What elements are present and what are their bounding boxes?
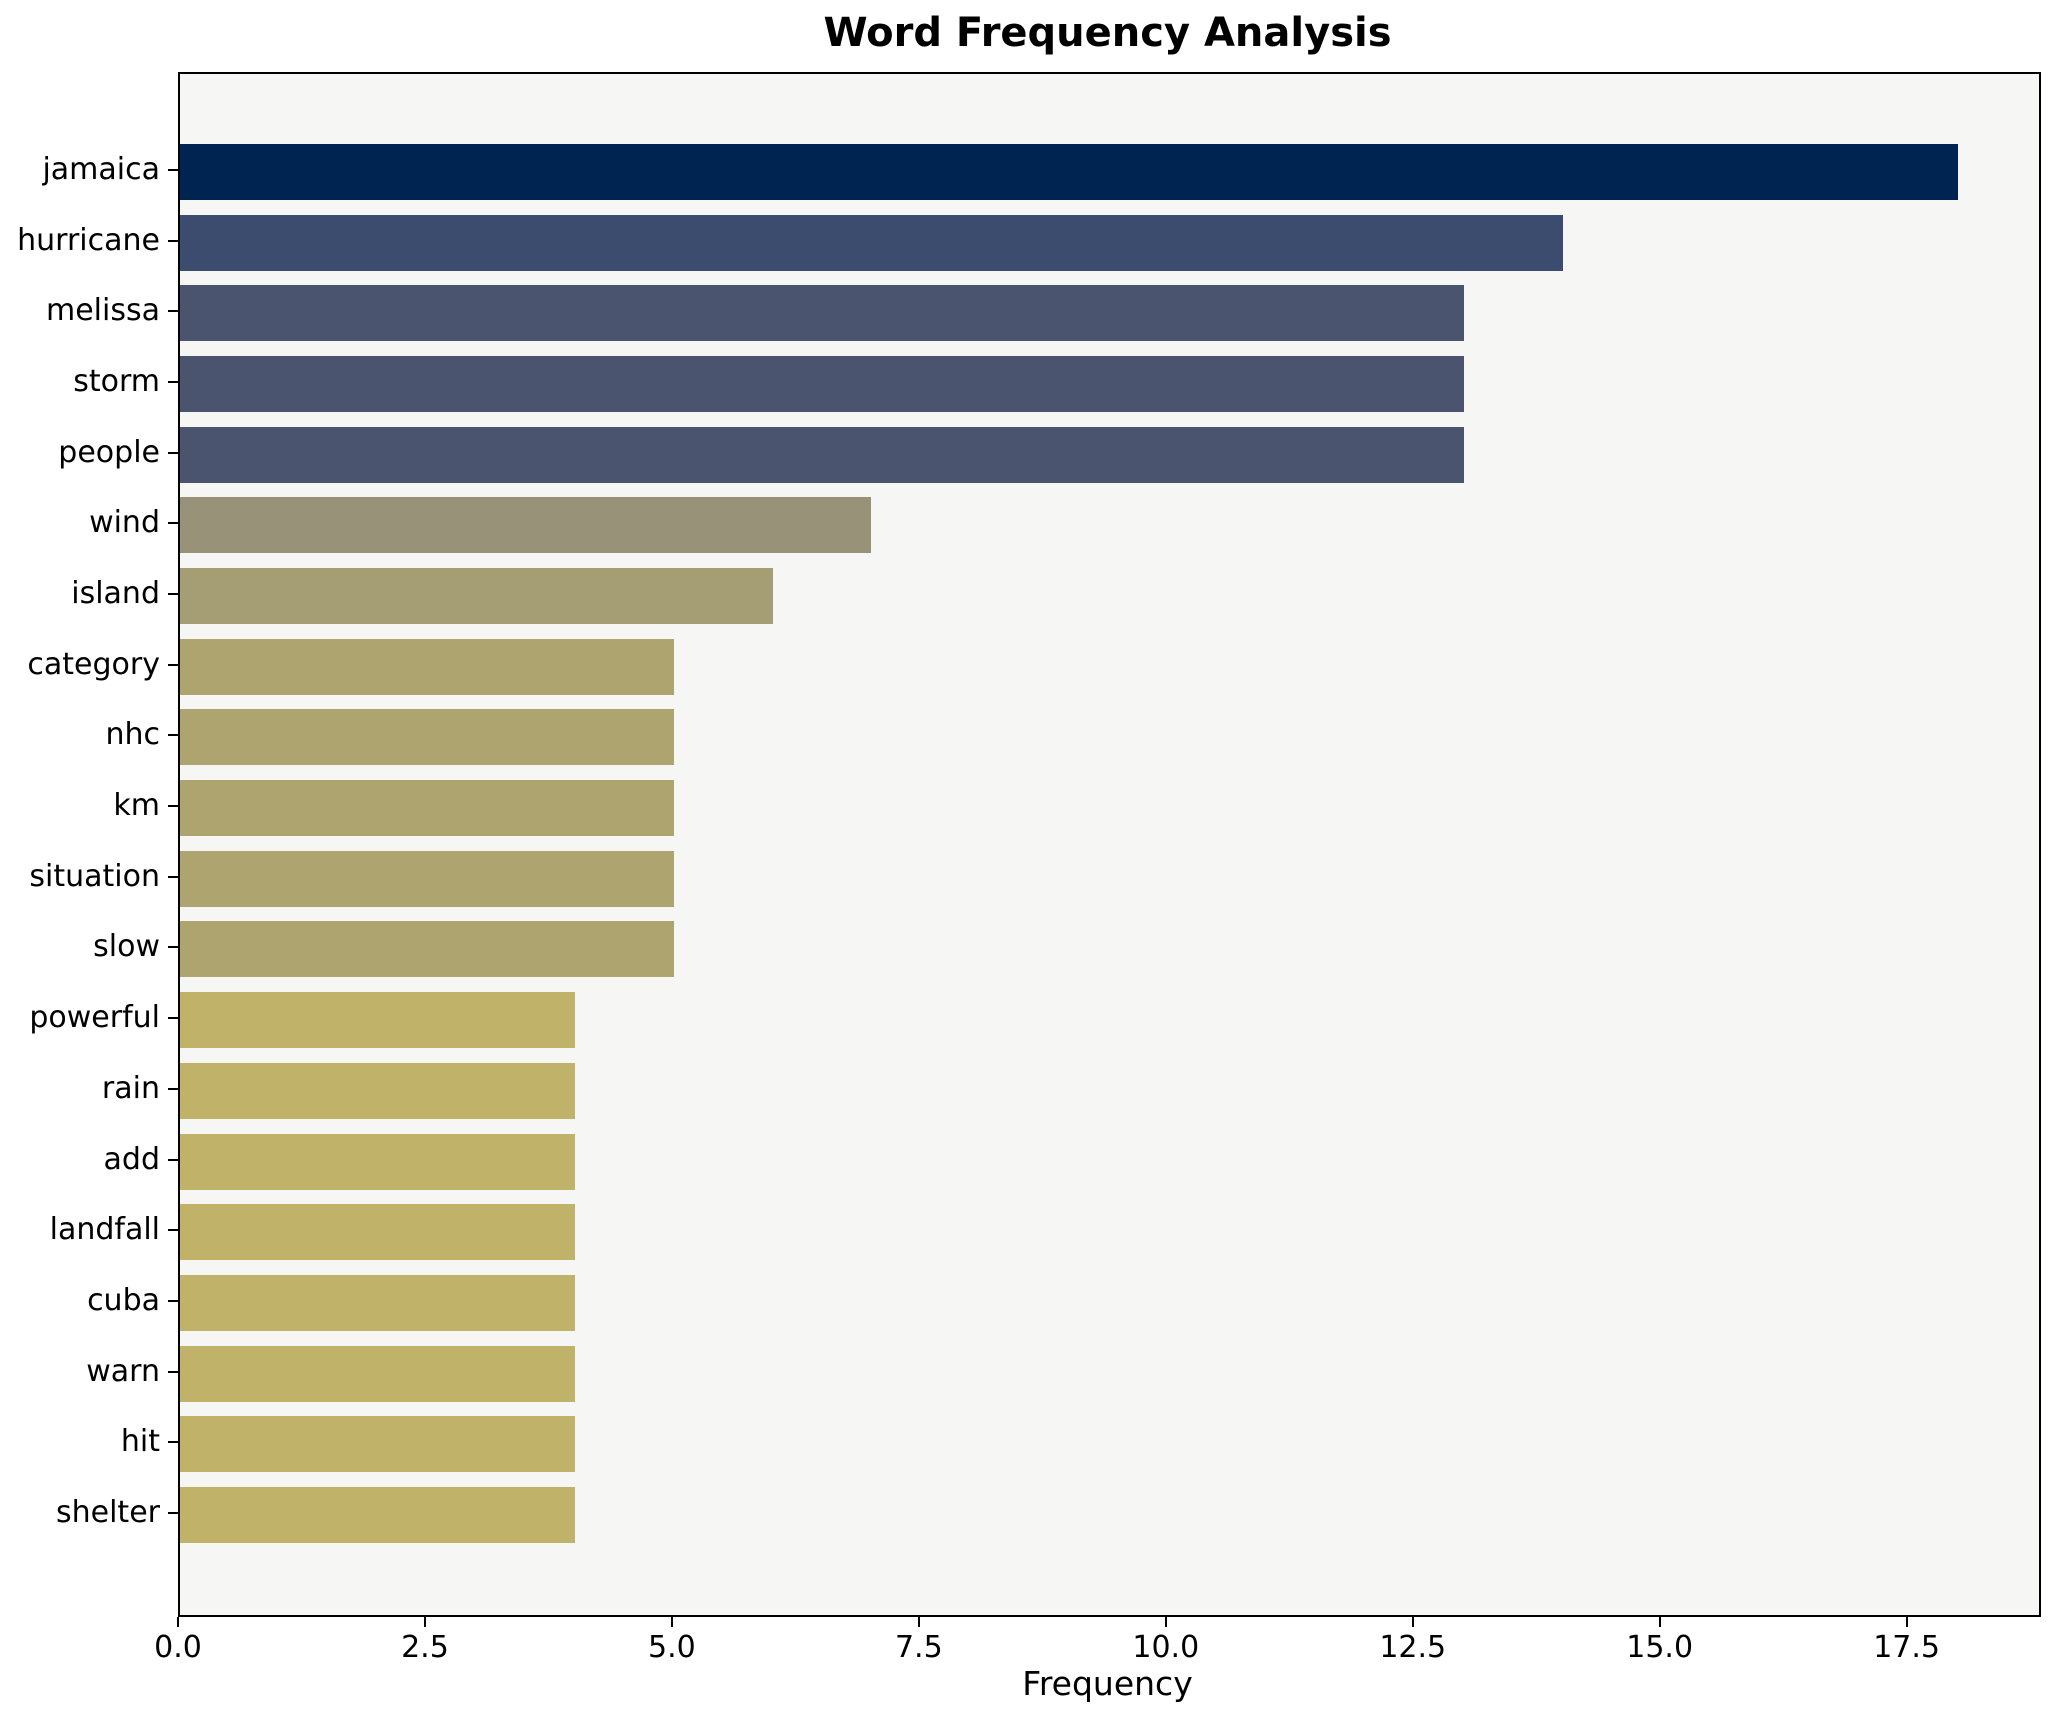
ytick-mark (168, 1017, 178, 1020)
bar-powerful (180, 992, 576, 1049)
bar-category (180, 638, 674, 695)
xtick-label-10.0: 10.0 (1132, 1630, 1200, 1665)
ytick-mark (168, 875, 178, 878)
xtick-label-12.5: 12.5 (1379, 1630, 1447, 1665)
xtick-label-0.0: 0.0 (154, 1630, 202, 1665)
xtick-label-2.5: 2.5 (401, 1630, 449, 1665)
ytick-label-cuba: cuba (87, 1282, 160, 1318)
ytick-label-km: km (113, 788, 160, 824)
ytick-mark (168, 946, 178, 949)
ytick-mark (168, 663, 178, 666)
ytick-label-hurricane: hurricane (17, 222, 160, 258)
ytick-label-situation: situation (29, 858, 160, 894)
ytick-mark (168, 1299, 178, 1302)
ytick-mark (168, 1511, 178, 1514)
xtick-mark (1164, 1617, 1167, 1627)
xtick-label-5.0: 5.0 (648, 1630, 696, 1665)
ytick-mark (168, 1087, 178, 1090)
ytick-label-nhc: nhc (105, 717, 160, 753)
bar-km (180, 780, 674, 837)
xtick-mark (670, 1617, 673, 1627)
bar-warn (180, 1345, 576, 1402)
ytick-label-landfall: landfall (49, 1212, 160, 1248)
bar-situation (180, 850, 674, 907)
ytick-mark (168, 522, 178, 525)
ytick-mark (168, 239, 178, 242)
xtick-mark (917, 1617, 920, 1627)
ytick-mark (168, 1441, 178, 1444)
ytick-mark (168, 1370, 178, 1373)
ytick-label-island: island (71, 576, 160, 612)
plot-area (178, 72, 2041, 1617)
chart-title: Word Frequency Analysis (823, 10, 1392, 56)
bar-jamaica (180, 144, 1958, 200)
ytick-mark (168, 1158, 178, 1161)
bar-shelter (180, 1486, 576, 1543)
ytick-label-wind: wind (89, 505, 160, 541)
ytick-label-shelter: shelter (56, 1494, 160, 1530)
ytick-mark (168, 169, 178, 171)
ytick-label-add: add (103, 1141, 160, 1177)
ytick-label-storm: storm (73, 364, 160, 400)
x-axis-label: Frequency (1022, 1664, 1193, 1703)
bar-hit (180, 1416, 576, 1473)
ytick-label-people: people (58, 434, 160, 470)
ytick-label-slow: slow (93, 929, 160, 965)
bar-hurricane (180, 214, 1563, 271)
xtick-label-15.0: 15.0 (1626, 1630, 1694, 1665)
ytick-label-warn: warn (86, 1353, 160, 1389)
xtick-mark (423, 1617, 426, 1627)
bar-rain (180, 1062, 576, 1119)
ytick-mark (168, 1229, 178, 1232)
ytick-mark (168, 593, 178, 596)
bar-storm (180, 356, 1465, 413)
ytick-label-powerful: powerful (29, 1000, 160, 1036)
xtick-mark (1905, 1617, 1908, 1627)
ytick-label-jamaica: jamaica (42, 152, 160, 187)
ytick-mark (168, 734, 178, 737)
ytick-mark (168, 381, 178, 384)
ytick-mark (168, 451, 178, 454)
xtick-label-17.5: 17.5 (1873, 1630, 1940, 1665)
bar-island (180, 568, 773, 625)
ytick-label-hit: hit (120, 1424, 160, 1460)
bar-melissa (180, 285, 1465, 342)
bar-wind (180, 497, 872, 554)
bar-slow (180, 921, 674, 978)
ytick-mark (168, 310, 178, 313)
bar-people (180, 426, 1465, 483)
ytick-mark (168, 805, 178, 808)
xtick-mark (177, 1617, 179, 1627)
bar-nhc (180, 709, 674, 766)
bar-cuba (180, 1274, 576, 1331)
xtick-mark (1411, 1617, 1414, 1627)
xtick-mark (1658, 1617, 1661, 1627)
ytick-label-rain: rain (101, 1070, 160, 1106)
bar-add (180, 1133, 576, 1190)
ytick-label-melissa: melissa (46, 293, 160, 329)
ytick-label-category: category (27, 646, 160, 682)
xtick-label-7.5: 7.5 (894, 1630, 943, 1665)
bar-landfall (180, 1204, 576, 1261)
